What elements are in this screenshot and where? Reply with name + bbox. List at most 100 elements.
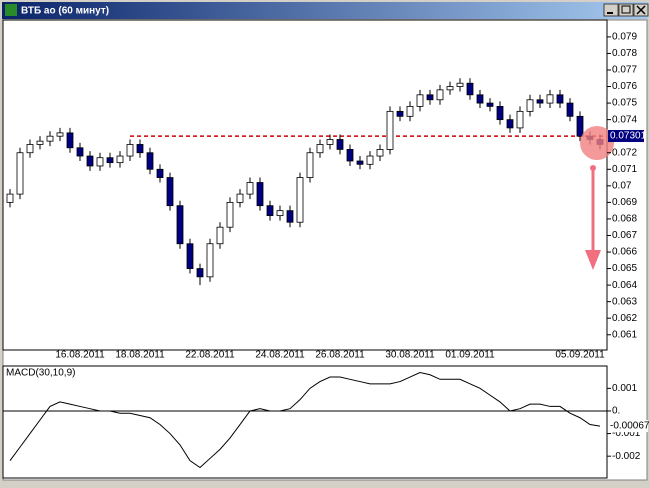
candle-body <box>276 210 284 217</box>
candle-body <box>56 132 64 137</box>
y-tick-label: 0.065 <box>612 263 637 274</box>
y-tick-label: 0.07 <box>612 180 632 191</box>
candle-body <box>386 110 394 150</box>
macd-panel <box>2 365 608 479</box>
candle-body <box>426 94 434 101</box>
y-tick-label: 0.075 <box>612 98 637 109</box>
candle-body <box>166 177 174 207</box>
highlight-circle <box>580 126 614 160</box>
last-price-label: 0.07301 <box>610 131 647 142</box>
candle-body <box>146 152 154 170</box>
candle-body <box>46 135 54 142</box>
candle-body <box>16 152 24 195</box>
y-tick-label: -0.001 <box>612 428 641 439</box>
candle-body <box>466 82 474 96</box>
candle-body <box>66 132 74 149</box>
x-tick-label: 24.08.2011 <box>255 350 305 361</box>
candle-body <box>226 201 234 228</box>
y-tick-label: 0.076 <box>612 81 637 92</box>
candle-body <box>476 94 484 104</box>
candle-body <box>416 94 424 107</box>
candle-body <box>36 140 44 145</box>
candle-body <box>336 139 344 150</box>
candle-body <box>506 119 514 129</box>
candle-body <box>536 99 544 104</box>
candle-body <box>256 182 264 207</box>
y-tick-label: 0.063 <box>612 296 637 307</box>
candle-body <box>126 144 134 157</box>
candle-body <box>106 157 114 164</box>
candle-body <box>376 149 384 157</box>
y-tick-label: 0.061 <box>612 329 637 340</box>
candle-body <box>526 99 534 112</box>
candle-body <box>156 168 164 178</box>
y-tick-label: 0.067 <box>612 230 637 241</box>
candle-body <box>236 193 244 203</box>
candle-body <box>486 102 494 107</box>
y-tick-label: 0. <box>612 406 620 417</box>
candle-body <box>76 147 84 157</box>
minimize-button[interactable] <box>603 3 619 17</box>
candle-body <box>556 94 564 104</box>
candle-body <box>436 89 444 101</box>
macd-line <box>9 371 601 469</box>
candle-body <box>316 144 324 154</box>
y-tick-label: 0.001 <box>612 383 637 394</box>
y-tick-label: 0.079 <box>612 32 637 43</box>
candle-body <box>266 205 274 217</box>
close-icon <box>636 5 646 15</box>
candle-body <box>366 155 374 165</box>
candle-body <box>326 139 334 145</box>
x-tick-label: 05.09.2011 <box>555 350 605 361</box>
y-tick-label: 0.074 <box>612 114 637 125</box>
candle-body <box>86 155 94 167</box>
candle-body <box>566 102 574 117</box>
last-value-label: -0.00067 <box>610 421 650 432</box>
x-tick-label: 18.08.2011 <box>115 350 165 361</box>
candle-body <box>116 155 124 164</box>
app-icon <box>5 4 17 16</box>
candle-body <box>206 243 214 278</box>
y-tick-label: 0.071 <box>612 164 637 175</box>
candle-body <box>96 157 104 167</box>
candle-body <box>396 110 404 117</box>
candle-body <box>546 94 554 104</box>
title-bar <box>2 2 648 19</box>
candle-body <box>356 160 364 165</box>
candle-body <box>186 243 194 269</box>
candle-body <box>576 115 584 137</box>
x-tick-label: 30.08.2011 <box>385 350 435 361</box>
x-tick-label: 26.08.2011 <box>315 350 365 361</box>
y-tick-label: 0.062 <box>612 313 637 324</box>
x-tick-label: 01.09.2011 <box>445 350 495 361</box>
candle-body <box>26 144 34 154</box>
y-tick-label: 0.078 <box>612 48 637 59</box>
y-tick-label: 0.064 <box>612 280 637 291</box>
x-tick-label: 16.08.2011 <box>55 350 105 361</box>
macd-title: MACD(30,10,9) <box>6 368 75 379</box>
y-tick-label: 0.069 <box>612 197 637 208</box>
candle-body <box>216 226 224 245</box>
arrow-head <box>585 250 601 270</box>
x-tick-label: 22.08.2011 <box>185 350 235 361</box>
maximize-icon <box>621 5 631 14</box>
last-value-box <box>608 420 648 433</box>
candle-body <box>286 210 294 223</box>
candle-body <box>296 177 304 223</box>
price-panel <box>2 19 608 351</box>
y-tick-label: 0.068 <box>612 214 637 225</box>
arrow-tail <box>590 165 596 171</box>
window-buttons[interactable] <box>603 3 649 17</box>
y-tick-label: 0.066 <box>612 247 637 258</box>
candle-body <box>136 144 144 154</box>
y-tick-label: -0.002 <box>612 451 641 462</box>
candle-body <box>6 193 14 203</box>
y-tick-label: 0.072 <box>612 147 637 158</box>
window-title: ВТБ ао (60 минут) <box>21 6 109 17</box>
candle-body <box>196 268 204 278</box>
candle-body <box>456 82 464 87</box>
candle-body <box>406 105 414 117</box>
candle-body <box>446 86 454 91</box>
candle-body <box>246 182 254 195</box>
last-price-box <box>608 130 644 143</box>
